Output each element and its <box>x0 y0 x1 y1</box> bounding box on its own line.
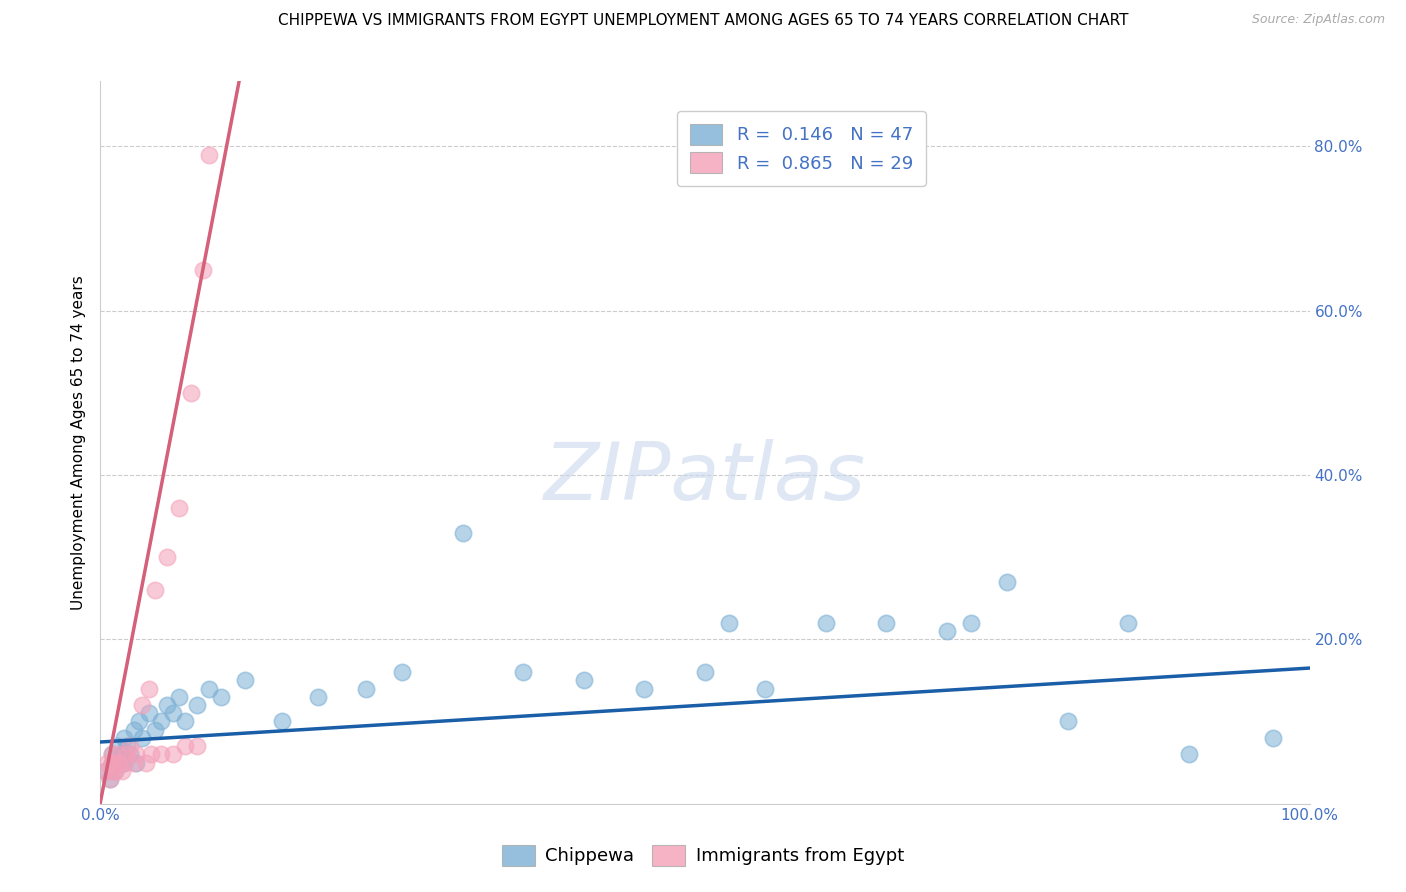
Point <box>186 739 208 753</box>
Point <box>112 731 135 745</box>
Point <box>122 723 145 737</box>
Point <box>138 706 160 721</box>
Point <box>198 681 221 696</box>
Point <box>98 772 121 786</box>
Text: CHIPPEWA VS IMMIGRANTS FROM EGYPT UNEMPLOYMENT AMONG AGES 65 TO 74 YEARS CORRELA: CHIPPEWA VS IMMIGRANTS FROM EGYPT UNEMPL… <box>278 13 1128 29</box>
Point <box>1116 615 1139 630</box>
Point <box>995 574 1018 589</box>
Point <box>633 681 655 696</box>
Legend: Chippewa, Immigrants from Egypt: Chippewa, Immigrants from Egypt <box>489 832 917 879</box>
Point <box>131 698 153 712</box>
Y-axis label: Unemployment Among Ages 65 to 74 years: Unemployment Among Ages 65 to 74 years <box>72 275 86 609</box>
Point <box>718 615 741 630</box>
Point <box>112 756 135 770</box>
Point <box>162 706 184 721</box>
Legend: R =  0.146   N = 47, R =  0.865   N = 29: R = 0.146 N = 47, R = 0.865 N = 29 <box>678 112 925 186</box>
Point <box>125 756 148 770</box>
Point <box>101 747 124 762</box>
Point <box>173 714 195 729</box>
Point <box>1177 747 1199 762</box>
Point <box>693 665 716 680</box>
Text: ZIPatlas: ZIPatlas <box>544 439 866 517</box>
Point <box>233 673 256 688</box>
Point <box>875 615 897 630</box>
Point <box>754 681 776 696</box>
Point <box>814 615 837 630</box>
Point <box>1263 731 1285 745</box>
Point <box>512 665 534 680</box>
Point <box>107 739 129 753</box>
Point <box>111 747 134 762</box>
Point <box>935 624 957 639</box>
Point <box>191 262 214 277</box>
Point <box>128 714 150 729</box>
Point <box>143 723 166 737</box>
Point <box>270 714 292 729</box>
Point <box>186 698 208 712</box>
Point <box>960 615 983 630</box>
Point <box>107 756 129 770</box>
Point <box>104 764 127 778</box>
Point <box>101 756 124 770</box>
Point <box>94 764 117 778</box>
Point <box>98 772 121 786</box>
Point <box>167 500 190 515</box>
Point <box>125 747 148 762</box>
Point <box>107 756 129 770</box>
Point <box>156 698 179 712</box>
Point <box>307 690 329 704</box>
Point <box>138 681 160 696</box>
Point <box>115 739 138 753</box>
Point <box>451 525 474 540</box>
Point <box>111 764 134 778</box>
Point <box>120 739 142 753</box>
Point <box>149 747 172 762</box>
Point <box>96 756 118 770</box>
Point <box>167 690 190 704</box>
Point <box>107 747 129 762</box>
Text: Source: ZipAtlas.com: Source: ZipAtlas.com <box>1251 13 1385 27</box>
Point <box>156 550 179 565</box>
Point <box>101 747 124 762</box>
Point <box>209 690 232 704</box>
Point <box>135 756 157 770</box>
Point <box>101 764 124 778</box>
Point <box>572 673 595 688</box>
Point <box>112 756 135 770</box>
Point <box>143 582 166 597</box>
Point <box>104 764 127 778</box>
Point <box>198 147 221 161</box>
Point <box>354 681 377 696</box>
Point <box>162 747 184 762</box>
Point <box>96 764 118 778</box>
Point <box>391 665 413 680</box>
Point <box>180 385 202 400</box>
Point <box>149 714 172 729</box>
Point <box>131 731 153 745</box>
Point <box>173 739 195 753</box>
Point <box>1056 714 1078 729</box>
Point <box>122 756 145 770</box>
Point <box>139 747 162 762</box>
Point <box>101 756 124 770</box>
Point <box>120 747 142 762</box>
Point <box>115 747 138 762</box>
